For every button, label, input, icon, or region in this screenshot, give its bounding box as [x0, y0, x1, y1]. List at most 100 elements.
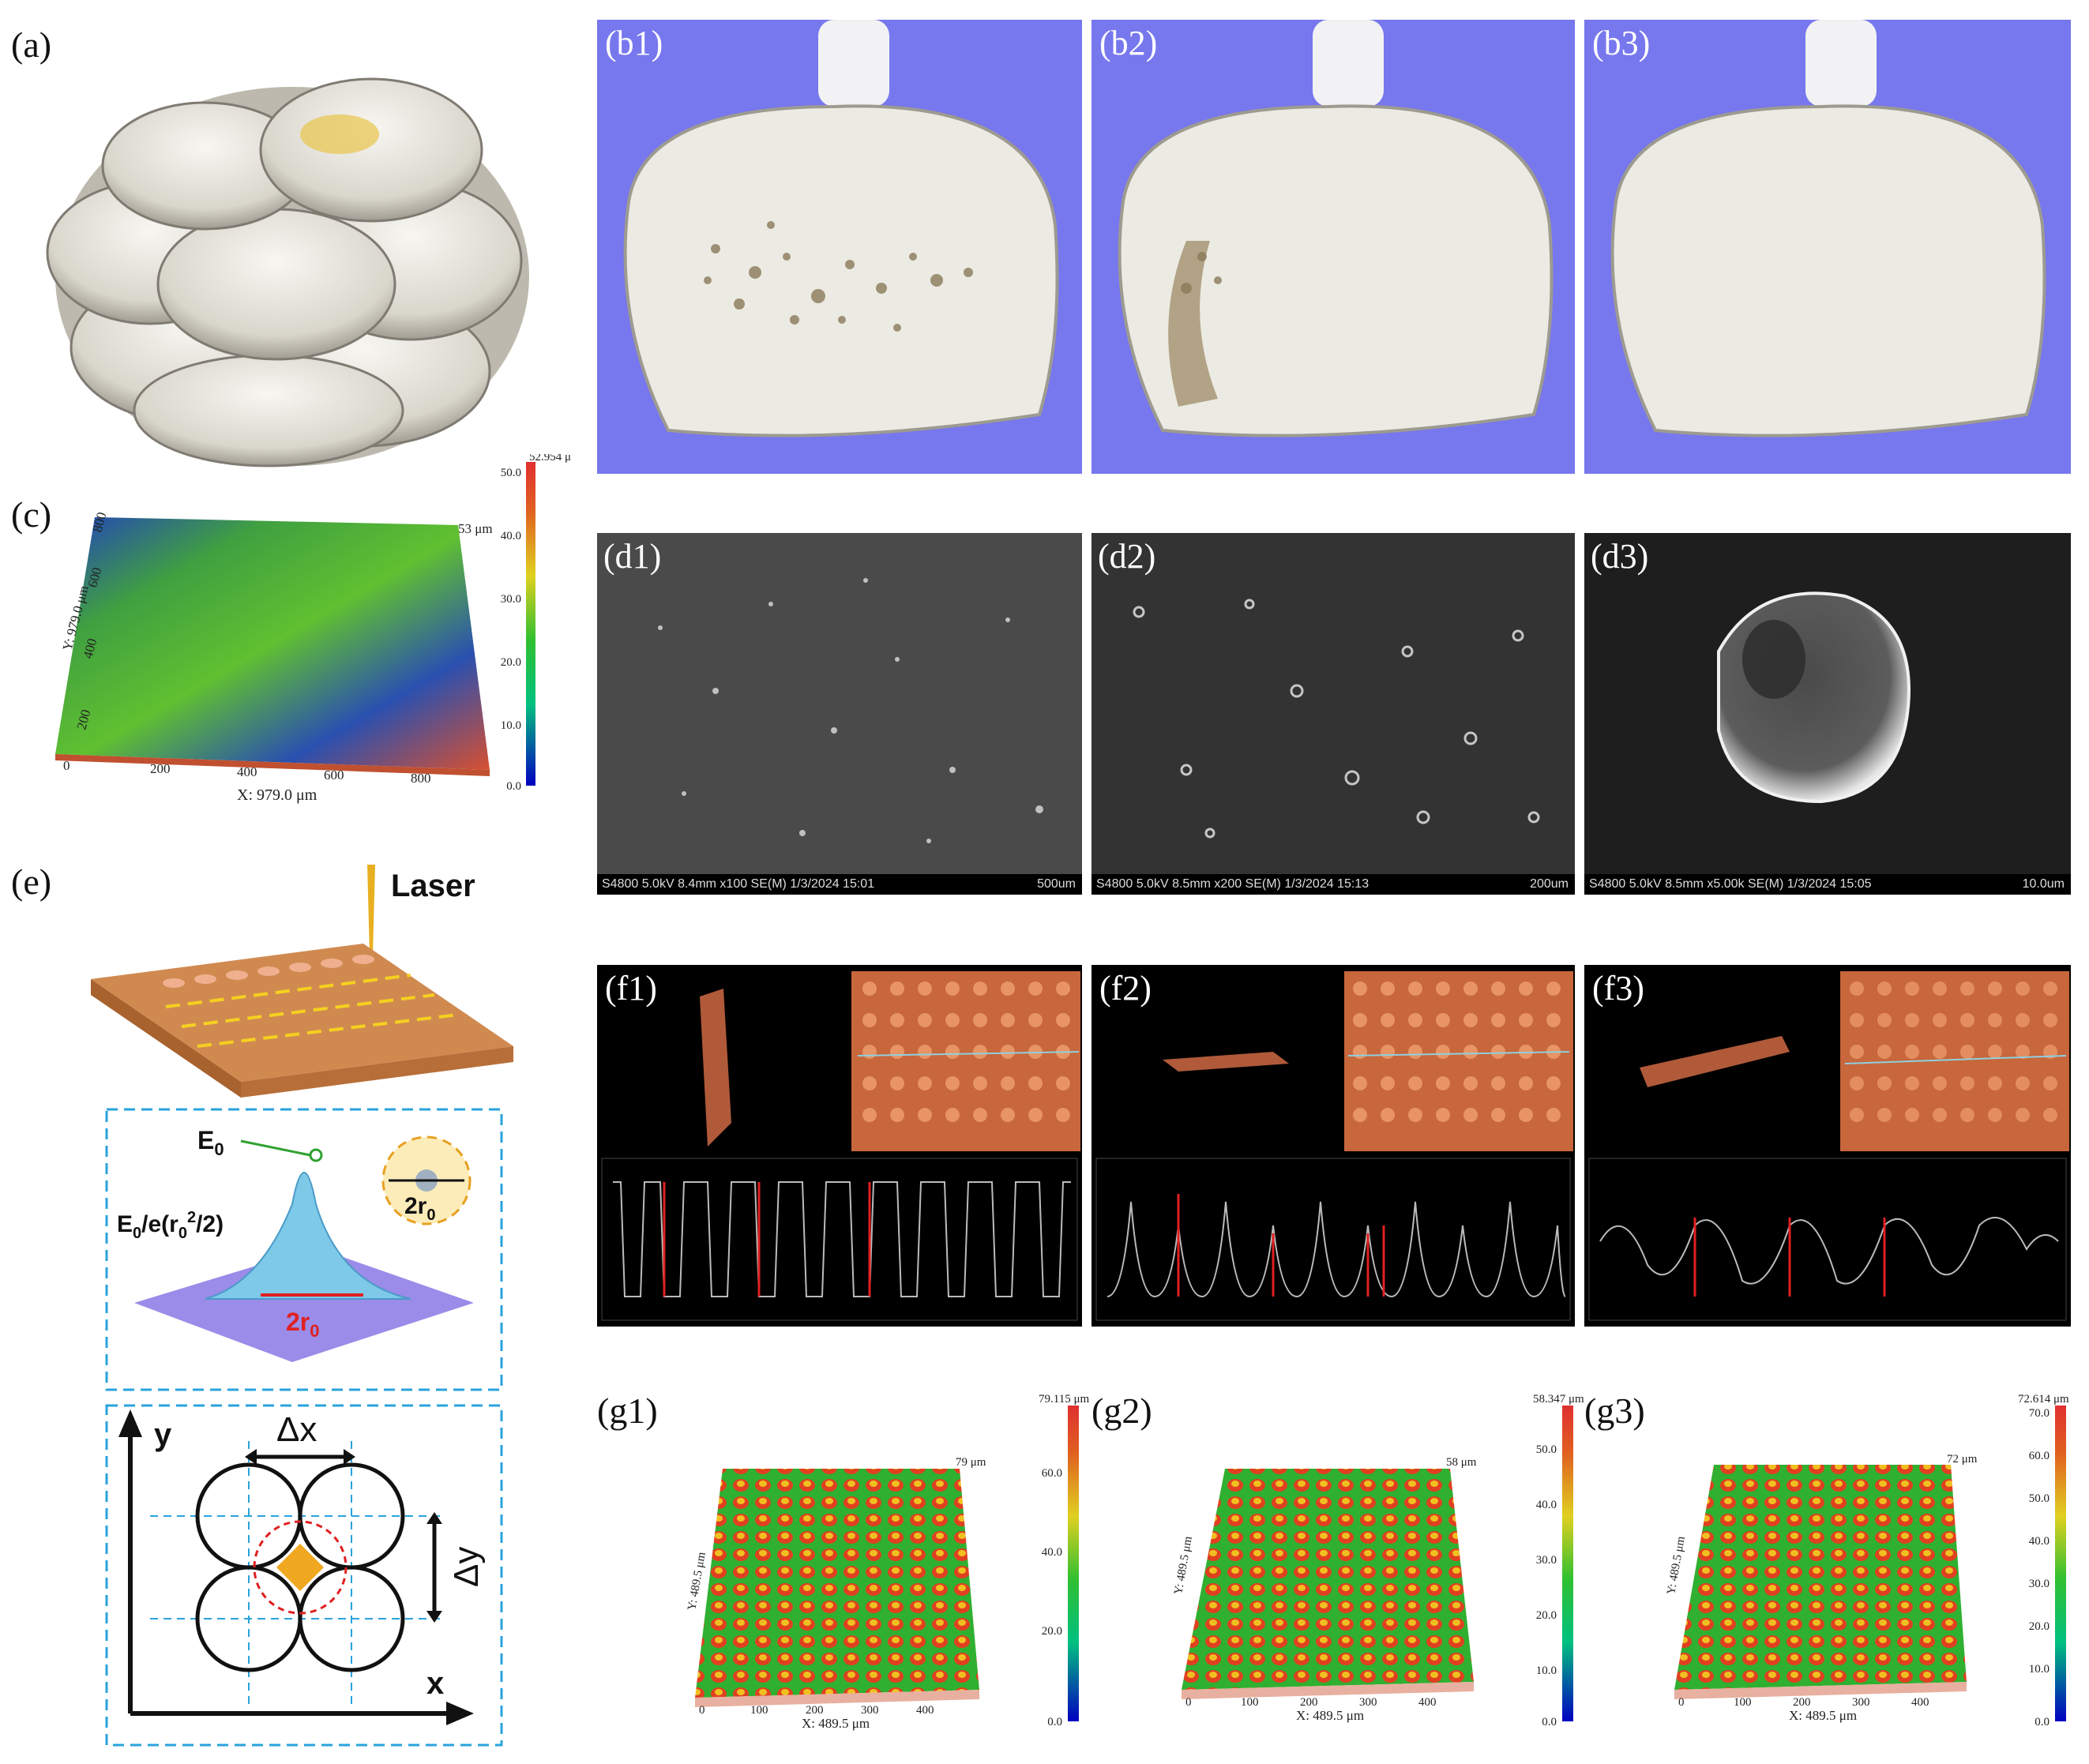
array-view-f1 — [851, 971, 1080, 1151]
svg-text:50.0: 50.0 — [501, 467, 521, 479]
dx-label: Δx — [276, 1410, 317, 1449]
laser-plate — [91, 944, 513, 1098]
sem-info-d2: S4800 5.0kV 8.5mm x200 SE(M) 1/3/2024 15… — [1096, 877, 1369, 891]
svg-text:300: 300 — [1852, 1696, 1870, 1709]
svg-text:20.0: 20.0 — [501, 656, 521, 669]
svg-text:0.0: 0.0 — [2035, 1716, 2050, 1728]
profile-f2: (f2) — [1091, 965, 1575, 1327]
block-3d-f2 — [1163, 1052, 1289, 1072]
svg-text:600: 600 — [324, 768, 344, 783]
topography-g3: 72.614 μm 70.0 60.0 50.0 40.0 30.0 20.0 … — [1665, 1393, 2069, 1728]
svg-text:X: 489.5 μm: X: 489.5 μm — [1296, 1708, 1364, 1723]
gaussian-base — [134, 1248, 474, 1362]
svg-text:0.0: 0.0 — [506, 780, 521, 793]
colorbar-g3 — [2055, 1406, 2066, 1721]
grid-lines — [150, 1441, 442, 1710]
label-b2: (b2) — [1099, 24, 1158, 62]
colorbar-max-c: 52.954 μ — [529, 454, 571, 464]
svg-text:X: 489.5 μm: X: 489.5 μm — [1789, 1708, 1857, 1723]
sem-texture-d1 — [597, 533, 1082, 874]
svg-text:10.0: 10.0 — [501, 719, 521, 732]
array-view-f2 — [1344, 971, 1573, 1151]
svg-text:40.0: 40.0 — [2029, 1535, 2050, 1548]
array-view-f3 — [1840, 971, 2069, 1151]
svg-text:40.0: 40.0 — [1536, 1499, 1557, 1511]
label-d2: (d2) — [1098, 537, 1156, 576]
svg-text:300: 300 — [1359, 1696, 1377, 1709]
svg-text:400: 400 — [1911, 1696, 1929, 1709]
label-f1: (f1) — [605, 969, 657, 1008]
topography-g2: 58.347 μm 50.0 40.0 30.0 20.0 10.0 0.0 5… — [1172, 1393, 1584, 1728]
corner-label-c: 53 μm — [458, 521, 493, 536]
svg-text:0: 0 — [1678, 1696, 1685, 1709]
svg-text:20.0: 20.0 — [1042, 1625, 1062, 1638]
x-ticks-c: 0 200 400 600 800 — [63, 758, 431, 786]
mushroom-cap-b3 — [1610, 20, 2046, 437]
svg-text:400: 400 — [916, 1704, 934, 1717]
overlap-circles — [195, 1462, 405, 1672]
svg-text:10.0: 10.0 — [1536, 1665, 1557, 1677]
spot-label: 2r0 — [404, 1193, 435, 1224]
x-axis-label: x — [426, 1666, 444, 1701]
colorbar-g2 — [1562, 1406, 1573, 1721]
label-f3: (f3) — [1592, 969, 1644, 1008]
terrain-surface — [55, 517, 490, 770]
profile-chart-f1 — [601, 1158, 1078, 1321]
mushroom-cap-b2 — [1118, 20, 1554, 437]
label-d3: (d3) — [1591, 537, 1649, 576]
sem-scale-d3: 10.0um — [2022, 877, 2065, 891]
sem-info-bar-d2: S4800 5.0kV 8.5mm x200 SE(M) 1/3/2024 15… — [1091, 874, 1575, 895]
sem-d3: (d3) S4800 5.0kV 8.5mm x5.00k SE(M) 1/3/… — [1584, 533, 2071, 895]
profile-chart-f3 — [1588, 1158, 2067, 1321]
block-3d-f3 — [1640, 1036, 1790, 1087]
sem-texture-d2 — [1091, 533, 1575, 874]
svg-text:200: 200 — [1793, 1696, 1811, 1709]
svg-text:30.0: 30.0 — [2029, 1578, 2050, 1590]
profile-f1: (f1) — [597, 965, 1082, 1327]
svg-text:60.0: 60.0 — [1042, 1467, 1062, 1480]
overlap-diamond — [276, 1544, 324, 1591]
svg-text:70.0: 70.0 — [2029, 1407, 2050, 1420]
svg-text:100: 100 — [750, 1704, 768, 1717]
colorbar-c — [526, 462, 535, 786]
label-b3: (b3) — [1592, 24, 1651, 62]
sem-scale-d1: 500um — [1037, 877, 1076, 891]
svg-text:X: 489.5 μm: X: 489.5 μm — [802, 1716, 870, 1731]
svg-text:0: 0 — [699, 1704, 705, 1717]
sem-info-d1: S4800 5.0kV 8.4mm x100 SE(M) 1/3/2024 15… — [602, 877, 875, 891]
svg-text:40.0: 40.0 — [501, 530, 521, 542]
sem-scale-d2: 200um — [1530, 877, 1569, 891]
svg-text:20.0: 20.0 — [2029, 1620, 2050, 1633]
photo-b1: (b1) — [597, 20, 1082, 474]
svg-text:79.115 μm: 79.115 μm — [1039, 1393, 1089, 1406]
laser-label: Laser — [391, 869, 475, 903]
gaussian-box — [105, 1108, 503, 1391]
label-e: (e) — [11, 861, 52, 902]
sem-info-d3: S4800 5.0kV 8.5mm x5.00k SE(M) 1/3/2024 … — [1589, 877, 1872, 891]
profile-f3: (f3) — [1584, 965, 2071, 1327]
profile-plot-c: 52.954 μ 50.0 40.0 30.0 20.0 10.0 0.0 53… — [55, 454, 571, 804]
svg-text:10.0: 10.0 — [2029, 1663, 2050, 1676]
svg-text:20.0: 20.0 — [1536, 1609, 1557, 1622]
svg-text:100: 100 — [1734, 1696, 1752, 1709]
svg-text:72.614 μm: 72.614 μm — [2018, 1393, 2069, 1406]
laser-schematic: Laser E0 E0/e(r02/2) 2r0 2r0 y x — [91, 865, 513, 1747]
y-axis-label: y — [154, 1417, 172, 1452]
svg-text:30.0: 30.0 — [501, 593, 521, 606]
svg-text:200: 200 — [150, 761, 171, 776]
svg-text:Y: 489.5 μm: Y: 489.5 μm — [686, 1551, 708, 1612]
svg-text:Y: 489.5 μm: Y: 489.5 μm — [1665, 1535, 1688, 1596]
svg-text:0: 0 — [1185, 1696, 1192, 1709]
svg-text:79 μm: 79 μm — [956, 1456, 986, 1469]
svg-text:30.0: 30.0 — [1536, 1554, 1557, 1567]
svg-text:400: 400 — [1418, 1696, 1437, 1709]
label-c: (c) — [11, 494, 52, 535]
svg-text:200: 200 — [806, 1704, 824, 1717]
svg-text:50.0: 50.0 — [2029, 1492, 2050, 1505]
sem-info-bar-d3: S4800 5.0kV 8.5mm x5.00k SE(M) 1/3/2024 … — [1584, 874, 2071, 895]
label-g2: (g2) — [1091, 1391, 1152, 1431]
svg-text:40.0: 40.0 — [1042, 1546, 1062, 1559]
svg-text:200: 200 — [1300, 1696, 1318, 1709]
svg-text:72 μm: 72 μm — [1947, 1453, 1978, 1466]
overlap-box — [105, 1404, 503, 1747]
